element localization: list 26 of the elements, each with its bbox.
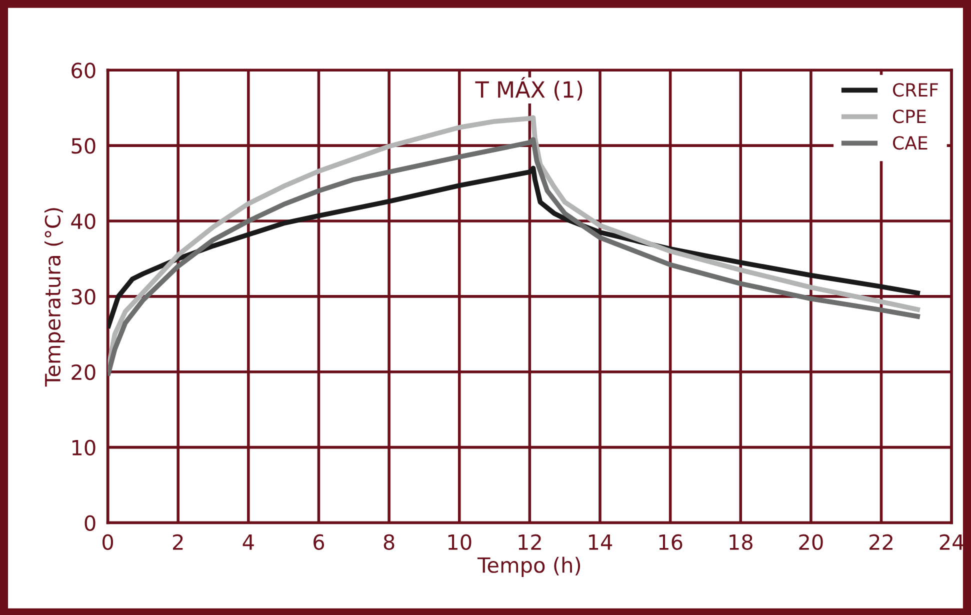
y-tick-label: 20 bbox=[72, 364, 96, 380]
y-axis-title: Temperatura (°C) bbox=[44, 208, 65, 387]
legend-label: CAE bbox=[893, 136, 928, 150]
x-tick-label: 14 bbox=[589, 534, 612, 550]
y-tick-label: 40 bbox=[71, 213, 96, 230]
legend-label: CPE bbox=[893, 110, 926, 124]
y-tick-label: 50 bbox=[72, 138, 96, 154]
y-tick-label: 30 bbox=[72, 288, 96, 305]
annotation: T MÁX (1) bbox=[475, 77, 582, 101]
x-tick-label: 4 bbox=[242, 534, 254, 550]
x-tick-label: 20 bbox=[799, 534, 823, 550]
x-tick-label: 22 bbox=[870, 534, 892, 550]
x-axis-title: Tempo (h) bbox=[477, 556, 580, 577]
x-tick-label: 16 bbox=[659, 534, 682, 550]
x-tick-label: 18 bbox=[730, 534, 752, 550]
x-tick-label: 0 bbox=[102, 534, 114, 550]
x-tick-label: 10 bbox=[448, 534, 472, 550]
x-tick-label: 24 bbox=[940, 534, 964, 550]
y-tick-label: 0 bbox=[84, 515, 96, 531]
x-tick-label: 6 bbox=[314, 534, 324, 550]
x-tick-label: 8 bbox=[384, 534, 394, 550]
legend-label: CREF bbox=[893, 83, 938, 97]
x-tick-label: 12 bbox=[518, 534, 541, 550]
y-tick-label: 60 bbox=[72, 62, 96, 78]
y-tick-label: 10 bbox=[72, 440, 96, 456]
x-tick-label: 2 bbox=[172, 534, 183, 550]
